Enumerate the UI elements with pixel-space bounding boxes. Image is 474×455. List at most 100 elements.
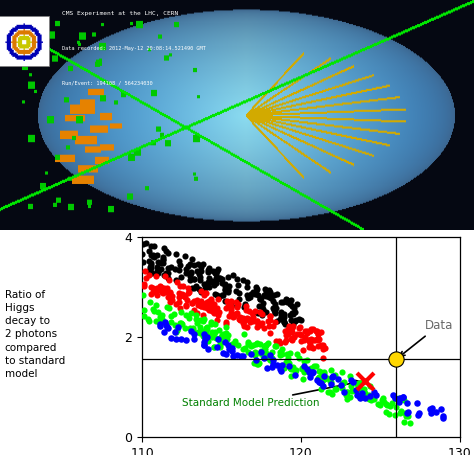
Point (210, 278, 218, 286)
Point (182, 269, 190, 277)
Point (246, 318, 254, 326)
Point (269, 360, 276, 368)
Point (288, 364, 295, 372)
Point (151, 253, 158, 260)
Text: Run/Event: 194108 / 564234030: Run/Event: 194108 / 564234030 (62, 81, 152, 86)
Point (291, 317, 299, 324)
Point (209, 307, 216, 314)
Point (268, 354, 276, 362)
Point (249, 309, 256, 317)
Point (318, 378, 325, 385)
Point (401, 396, 408, 403)
Point (346, 394, 353, 401)
Point (343, 388, 351, 395)
Point (224, 288, 232, 295)
Point (277, 365, 285, 373)
Point (376, 401, 384, 409)
Point (310, 326, 317, 333)
Point (147, 283, 155, 290)
Point (210, 309, 218, 316)
Point (197, 324, 204, 331)
Point (254, 318, 261, 325)
Point (292, 372, 299, 379)
Point (380, 394, 387, 402)
Point (340, 388, 348, 395)
Point (218, 279, 225, 287)
Point (222, 330, 230, 337)
Point (288, 337, 296, 344)
Point (225, 332, 232, 339)
Point (387, 402, 394, 410)
Point (188, 284, 195, 291)
Point (207, 304, 214, 312)
Point (395, 399, 403, 406)
Point (156, 320, 164, 328)
Point (202, 329, 210, 336)
Point (163, 303, 171, 310)
Point (194, 329, 202, 336)
Point (173, 277, 180, 284)
Point (347, 376, 355, 384)
Point (277, 367, 284, 374)
Point (140, 306, 147, 313)
Point (201, 330, 208, 338)
Point (204, 345, 212, 353)
Point (392, 403, 399, 410)
Point (355, 379, 363, 386)
Point (141, 267, 149, 274)
Point (353, 392, 360, 399)
Point (177, 336, 185, 343)
Point (309, 369, 316, 376)
Point (156, 286, 164, 293)
Point (197, 303, 205, 310)
Point (190, 330, 198, 338)
Point (439, 412, 447, 420)
Point (365, 391, 373, 399)
Point (182, 302, 190, 309)
Point (304, 365, 311, 372)
Point (228, 304, 235, 312)
Point (227, 309, 235, 317)
Point (178, 320, 185, 328)
Point (171, 322, 178, 329)
Point (231, 311, 239, 318)
Point (181, 252, 189, 259)
Point (219, 292, 226, 299)
Point (356, 394, 364, 401)
Point (308, 335, 315, 342)
Point (324, 374, 331, 381)
Point (226, 312, 233, 319)
Point (403, 399, 410, 407)
Point (372, 391, 380, 399)
Point (162, 288, 170, 295)
Point (285, 323, 292, 330)
Point (404, 409, 411, 416)
Point (147, 261, 155, 268)
Point (158, 312, 165, 319)
Point (317, 368, 325, 375)
Point (261, 345, 268, 352)
Point (250, 359, 257, 367)
Point (166, 289, 174, 297)
Point (216, 274, 224, 282)
Point (388, 400, 395, 407)
Point (315, 374, 323, 381)
Point (196, 316, 203, 324)
Point (294, 300, 301, 308)
Point (199, 328, 207, 335)
Point (167, 334, 175, 341)
Point (206, 303, 214, 310)
Point (164, 293, 172, 301)
Point (201, 342, 208, 349)
Point (182, 312, 190, 319)
Point (223, 336, 230, 343)
Point (145, 317, 152, 324)
Point (284, 330, 292, 337)
Point (140, 280, 148, 288)
Point (281, 338, 289, 345)
Point (163, 323, 170, 330)
Point (292, 369, 299, 376)
Point (149, 288, 156, 296)
Point (212, 274, 219, 281)
Point (213, 304, 221, 312)
